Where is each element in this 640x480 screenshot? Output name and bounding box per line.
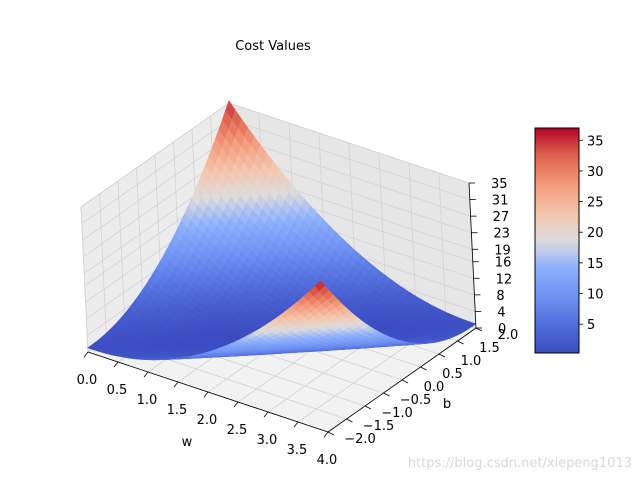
z-tick-label: 4	[497, 305, 505, 320]
gridline	[229, 119, 470, 200]
y-tick	[475, 327, 483, 332]
x-tick	[83, 351, 89, 358]
x-tick-label: 1.5	[167, 403, 188, 418]
x-tick	[323, 431, 329, 438]
y-tick	[420, 366, 427, 371]
x-tick-label: 3.0	[257, 433, 278, 448]
gridline	[99, 193, 107, 340]
x-tick-label: 2.0	[197, 413, 218, 428]
gridline	[80, 102, 230, 208]
y-tick-label: 0.0	[424, 380, 445, 395]
x-tick-label: 1.0	[137, 393, 158, 408]
surface-facet	[314, 280, 326, 292]
y-tick	[364, 405, 372, 410]
z-tick-label: 27	[493, 210, 510, 225]
gridline	[378, 152, 387, 299]
y-tick	[438, 353, 446, 358]
x-axis-label: w	[182, 435, 193, 450]
z-tick-label: 12	[496, 272, 513, 287]
x-tick-label: 0.0	[77, 373, 98, 388]
colorbar-tick-label: 25	[587, 196, 604, 211]
gridline	[438, 172, 447, 319]
tick-labels: 0.00.51.01.52.02.53.03.54.0−2.0−1.5−1.0−…	[77, 177, 519, 468]
colorbar-tick-label: 30	[587, 165, 604, 180]
z-tick-label: 23	[493, 227, 510, 242]
y-tick-label: −1.5	[363, 419, 395, 434]
gridline	[230, 135, 471, 217]
gridline	[117, 180, 126, 327]
chart-title: Cost Values	[235, 39, 311, 54]
y-tick	[346, 418, 353, 423]
y-tick-label: 2.0	[498, 328, 519, 343]
cost-surface	[87, 100, 477, 361]
x-tick	[113, 361, 119, 368]
y-tick	[327, 431, 335, 436]
y-tick-label: 0.5	[442, 367, 463, 382]
y-tick-label: −0.5	[400, 393, 432, 408]
colorbar-tick-label: 5	[587, 318, 595, 333]
y-tick-label: 1.5	[479, 341, 500, 356]
x-tick	[293, 421, 299, 428]
gridline	[228, 102, 470, 184]
gridline	[82, 135, 231, 241]
tick-marks	[83, 182, 483, 438]
colorbar-tick-label: 15	[587, 257, 604, 272]
z-tick-label: 0	[498, 322, 506, 337]
y-axis-label: b	[443, 397, 451, 412]
z-tick-label: 16	[495, 256, 512, 271]
y-tick	[383, 392, 390, 397]
z-axis-line	[468, 182, 477, 329]
z-tick-label: 19	[494, 243, 511, 258]
colorbar-ticks: 5 10 15 20 25 30 35	[579, 134, 604, 333]
y-tick	[401, 379, 409, 384]
y-tick-label: 1.0	[461, 354, 482, 369]
x-tick-label: 3.5	[287, 443, 308, 458]
x-tick	[233, 401, 239, 408]
y-tick-label: −1.0	[381, 406, 413, 421]
gridline	[136, 167, 144, 314]
z-tick-label: 35	[491, 177, 508, 192]
colorbar-tick-label: 20	[587, 226, 604, 241]
colorbar: 5 10 15 20 25 30 35	[534, 127, 604, 354]
watermark: https://blog.csdn.net/xiepeng1013	[408, 456, 632, 471]
z-tick-label: 31	[492, 194, 509, 209]
colorbar-tick-label: 35	[587, 134, 604, 149]
x-tick	[143, 371, 149, 378]
colorbar-tick-label: 10	[587, 288, 604, 303]
z-tick-label: 8	[496, 289, 504, 304]
gridline	[81, 119, 231, 224]
x-tick	[203, 391, 209, 398]
colorbar-gradient	[534, 127, 580, 354]
x-tick-label: 2.5	[227, 423, 248, 438]
x-tick	[173, 381, 179, 388]
x-tick	[263, 411, 269, 418]
y-tick	[457, 340, 464, 345]
x-tick-label: 0.5	[107, 383, 128, 398]
gridline	[80, 206, 89, 353]
x-tick-label: 4.0	[317, 453, 338, 468]
gridline	[408, 162, 417, 309]
y-tick-label: −2.0	[344, 432, 376, 447]
